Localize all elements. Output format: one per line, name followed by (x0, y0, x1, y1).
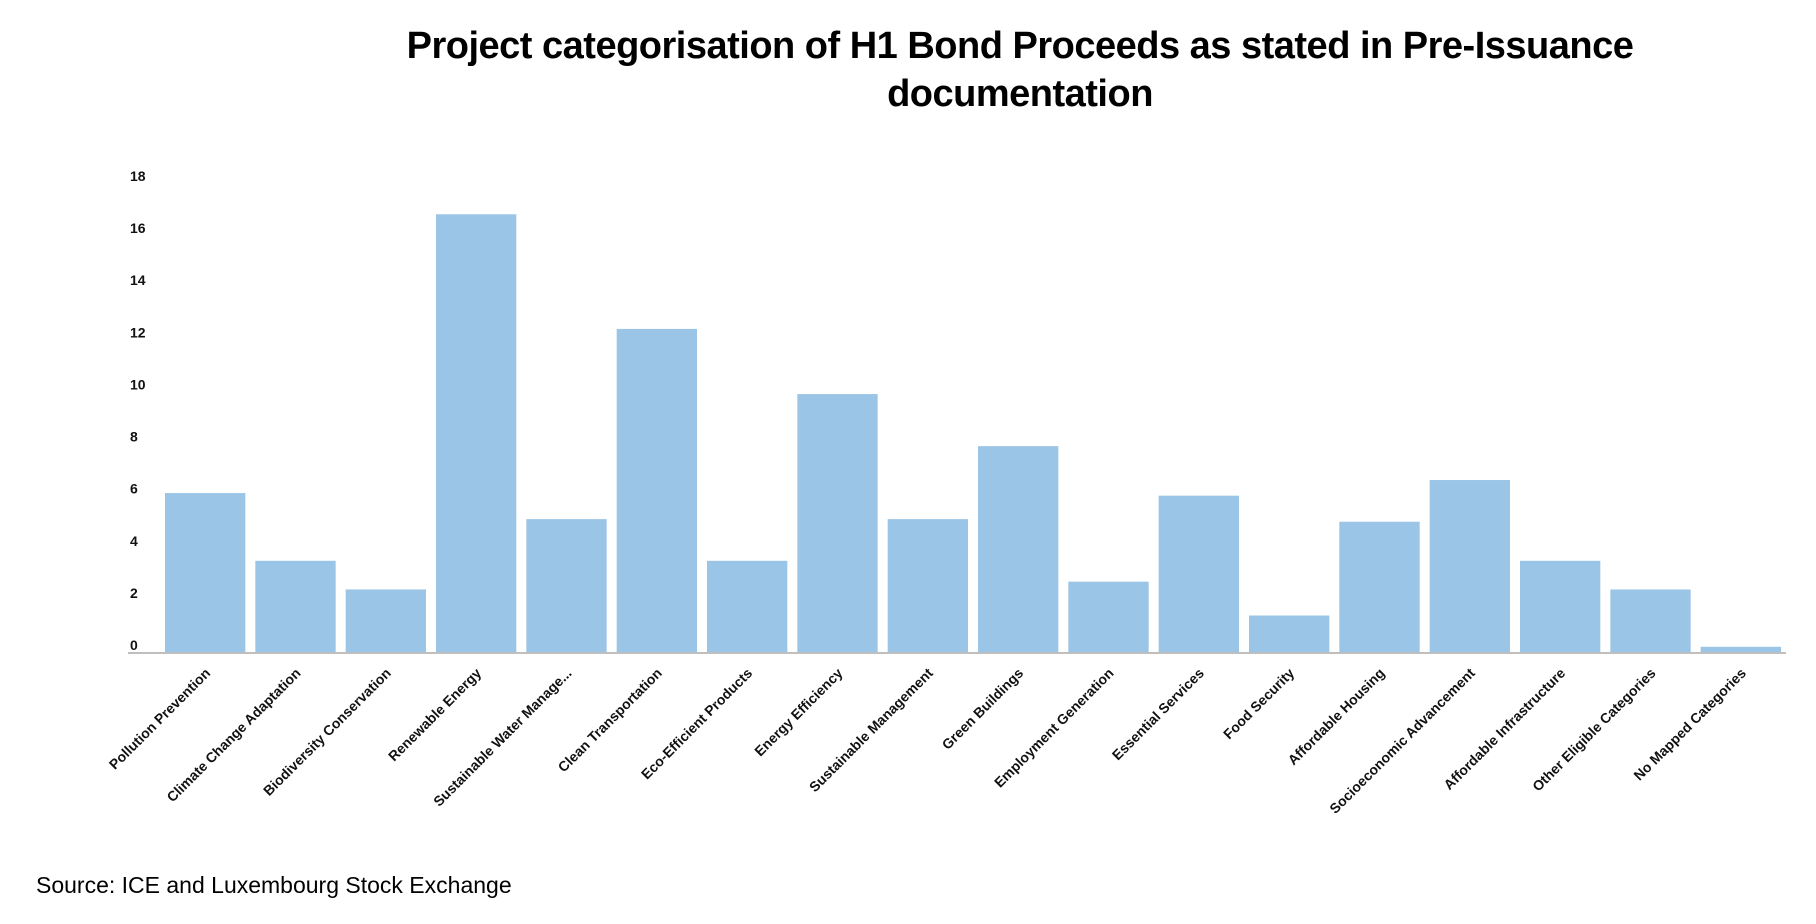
chart-title: Project categorisation of H1 Bond Procee… (406, 25, 1634, 115)
y-tick-label: 12 (130, 324, 146, 340)
bar (526, 519, 607, 652)
x-tick-label: Renewable Energy (385, 665, 484, 764)
bar (707, 560, 788, 652)
bar (797, 394, 878, 652)
bar (616, 328, 697, 652)
bar (255, 560, 336, 652)
bar (1158, 495, 1239, 652)
bar (1520, 560, 1601, 652)
y-tick-label: 0 (130, 637, 138, 653)
source-note: Source: ICE and Luxembourg Stock Exchang… (36, 872, 512, 898)
bar (1339, 521, 1420, 652)
x-tick-label: Socioeconomic Advancement (1326, 665, 1478, 817)
y-tick-label: 4 (130, 533, 138, 549)
bar (978, 446, 1059, 652)
x-tick-label: Energy Efficiency (751, 665, 846, 760)
y-tick-label: 6 (130, 481, 138, 497)
bar (165, 493, 246, 652)
x-tick-label: Essential Services (1109, 665, 1207, 763)
x-tick-label: Food Security (1220, 665, 1297, 742)
x-tick-label: Green Buildings (939, 665, 1027, 753)
y-tick-label: 16 (130, 220, 146, 236)
y-tick-label: 8 (130, 429, 138, 445)
bar (1068, 581, 1149, 652)
x-tick-label: Pollution Prevention (106, 665, 214, 773)
bar (436, 214, 517, 652)
bars (165, 214, 1781, 652)
y-axis-ticks: 0 2 4 6 8 10 12 14 16 18 (130, 168, 146, 653)
x-tick-label: Clean Transportation (555, 665, 665, 775)
x-tick-label: Affordable Housing (1284, 665, 1387, 768)
y-tick-label: 10 (130, 376, 146, 392)
y-tick-label: 18 (130, 168, 146, 184)
bar (887, 519, 968, 652)
bar (1700, 646, 1781, 652)
y-tick-label: 2 (130, 585, 138, 601)
bar (345, 589, 426, 652)
bar (1610, 589, 1691, 652)
y-tick-label: 14 (130, 272, 146, 288)
bar (1249, 615, 1330, 652)
bar (1429, 480, 1510, 652)
